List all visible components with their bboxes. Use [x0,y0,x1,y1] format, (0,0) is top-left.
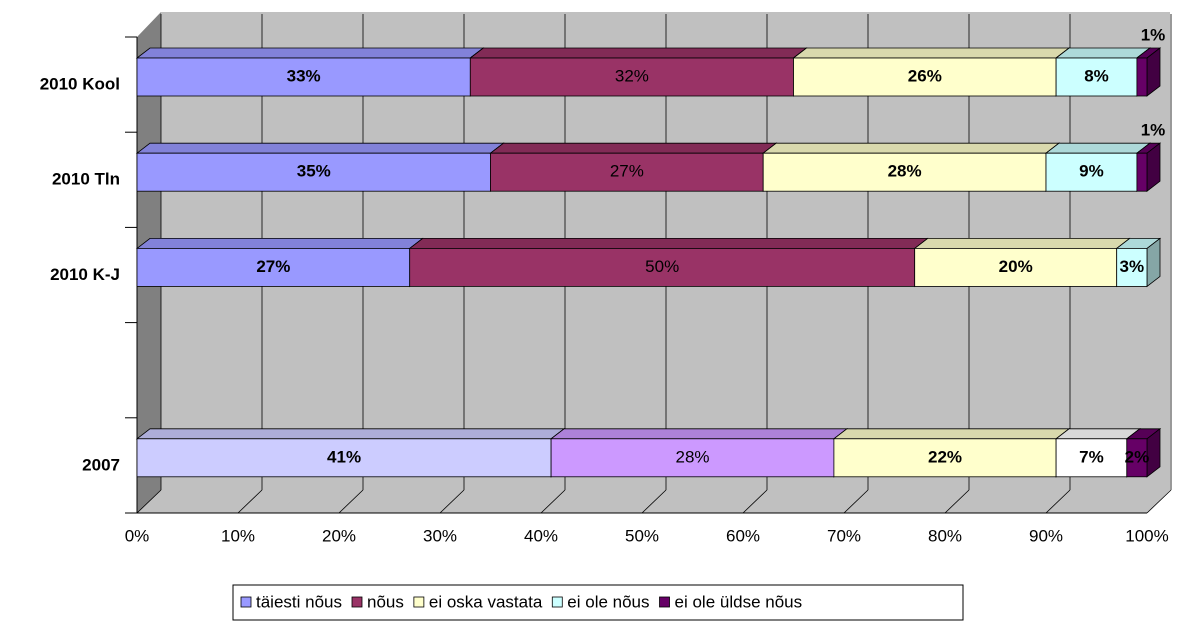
bar-top-shade [1136,48,1160,58]
bar-side-shade [1147,48,1160,96]
bar [490,152,764,192]
floor-grid-line [540,489,566,514]
bar [1126,438,1148,478]
legend-swatch [551,596,563,608]
floor-grid-line [843,489,869,514]
bar [1045,152,1138,192]
legend-label: täiesti nõus [256,592,342,611]
data-label: 3% [1120,257,1145,276]
bar-top-shade [1126,428,1160,439]
bar [136,57,471,97]
data-label: 32% [615,66,649,85]
bar-top-shade [1056,428,1140,439]
legend-label: ei ole üldse nõus [675,592,803,611]
bar-top-shade [1116,238,1160,249]
floor-grid-line [742,489,768,514]
bar-top-shade [137,143,504,154]
legend-swatch [413,596,425,608]
data-label: 7% [1079,447,1104,466]
bar-top-shade [793,48,1070,58]
data-label: 22% [928,447,962,466]
x-tick-label: 0% [125,526,150,545]
bar-top-shade [409,238,928,249]
data-label: 9% [1079,162,1104,181]
bar [136,152,491,192]
legend-swatch [240,596,252,608]
bar-top-shade [490,143,777,154]
y-tick-label: 2007 [82,455,120,474]
legend-label: ei oska vastata [429,592,543,611]
x-tick-label: 40% [524,526,558,545]
floor-grid-line [439,489,465,514]
bar [469,57,794,97]
bar-top-shade [137,428,565,439]
data-label: 28% [888,162,922,181]
bar [1055,57,1138,97]
y-tick-label: 2010 Tln [52,170,120,189]
bar [1136,152,1148,192]
bar-top-shade [470,48,807,58]
data-label: 27% [256,257,290,276]
data-label: 33% [287,66,321,85]
floor-grid-line [136,489,162,514]
bar [136,247,411,287]
data-label: 28% [675,447,709,466]
bar [1055,438,1128,478]
floor-grid-line [1045,489,1071,514]
bar-top-shade [833,428,1070,439]
x-tick-label: 10% [221,526,255,545]
data-label: 26% [908,66,942,85]
bar-side-shade [1147,238,1160,287]
data-label: 1% [1141,25,1166,44]
bar-top-shade [551,428,847,439]
x-tick-label: 90% [1029,526,1063,545]
bar [1136,57,1148,97]
bar-top-shade [137,238,423,249]
bar-top-shade [763,143,1059,154]
floor-grid-line [641,489,667,514]
x-tick-label: 50% [625,526,659,545]
bar-side-shade [1147,428,1160,477]
floor-grid-line [237,489,263,514]
bar [762,152,1047,192]
bar [136,438,552,478]
x-tick-label: 20% [322,526,356,545]
legend-label: ei ole nõus [567,592,649,611]
floor-grid-line [1146,489,1172,514]
x-tick-label: 30% [423,526,457,545]
data-label: 27% [610,162,644,181]
bar-top-shade [1136,143,1160,154]
bar-side-shade [1147,143,1160,192]
floor-grid-line [338,489,364,514]
bar [1116,247,1148,287]
bar-top-shade [1056,48,1150,58]
y-tick-label: 2010 K-J [50,265,120,284]
data-label: 35% [297,162,331,181]
legend-swatch [351,596,363,608]
bar-top-shade [1046,143,1150,154]
x-tick-label: 100% [1125,526,1168,545]
bar [409,247,916,287]
data-label: 1% [1141,121,1166,140]
bar [793,57,1057,97]
legend-swatch [659,596,670,608]
bar [833,438,1057,478]
data-label: 8% [1084,66,1109,85]
x-tick-label: 80% [928,526,962,545]
bar-top-shade [914,238,1130,249]
floor-grid-line [944,489,970,514]
bar-top-shade [137,48,484,58]
data-label: 41% [327,447,361,466]
data-label: 20% [999,257,1033,276]
x-tick-label: 60% [726,526,760,545]
data-label: 50% [645,257,679,276]
legend-label: nõus [367,592,404,611]
x-tick-label: 70% [827,526,861,545]
y-tick-label: 2010 Kool [40,74,120,93]
data-label: 2% [1125,447,1150,466]
